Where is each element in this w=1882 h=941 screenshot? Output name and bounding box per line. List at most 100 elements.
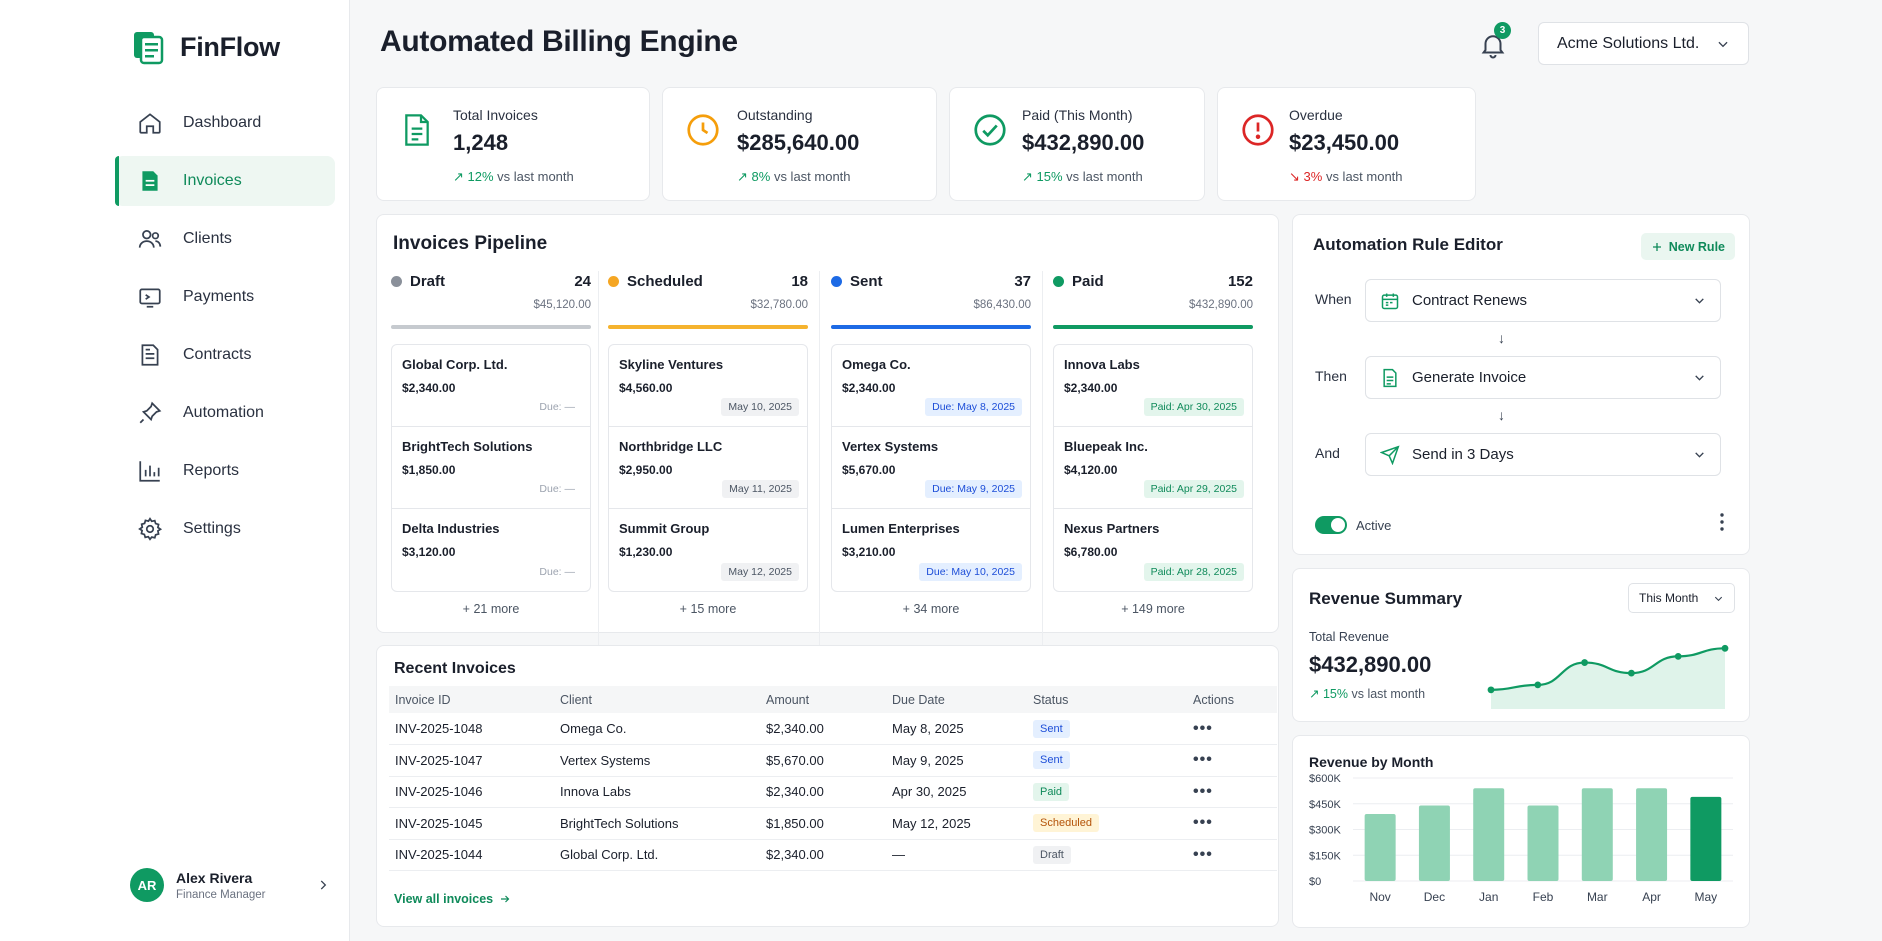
more-actions-icon[interactable]: ••• [1193, 751, 1213, 769]
pipeline-card[interactable]: Nexus Partners $6,780.00 Paid: Apr 28, 2… [1054, 509, 1252, 591]
invoice-id: INV-2025-1047 [389, 744, 554, 777]
kpi-label: Overdue [1289, 107, 1343, 123]
sidebar-item-settings[interactable]: Settings [115, 504, 335, 554]
total-revenue-value: $432,890.00 [1309, 652, 1432, 677]
column-name: Scheduled [627, 272, 703, 290]
then-action-select[interactable]: Generate Invoice [1365, 356, 1721, 399]
chevron-right-icon[interactable] [316, 878, 330, 892]
sidebar-item-label: Contracts [183, 346, 252, 363]
card-client: Nexus Partners [1064, 521, 1160, 536]
table-row[interactable]: INV-2025-1047 Vertex Systems $5,670.00 M… [389, 744, 1277, 777]
bar-may[interactable] [1690, 796, 1722, 881]
trend-up-icon: ↗ [1022, 169, 1037, 184]
sparkline-point [1487, 686, 1495, 694]
pipeline-card[interactable]: Innova Labs $2,340.00 Paid: Apr 30, 2025 [1054, 345, 1252, 427]
alert-circle-icon [1238, 110, 1278, 150]
column-name: Sent [850, 272, 883, 290]
and-action-select[interactable]: Send in 3 Days [1365, 433, 1721, 476]
card-due-badge: Due: — [539, 566, 575, 578]
status-badge: Scheduled [1033, 814, 1099, 833]
status-dot [831, 275, 842, 287]
page-title: Automated Billing Engine [380, 25, 738, 58]
sparkline-point [1721, 644, 1729, 652]
pipeline-card[interactable]: Global Corp. Ltd. $2,340.00 Due: — [392, 345, 590, 427]
pipeline-card[interactable]: Lumen Enterprises $3,210.00 Due: May 10,… [832, 509, 1030, 591]
invoice-client: Innova Labs [554, 776, 760, 808]
pipeline-card[interactable]: BrightTech Solutions $1,850.00 Due: — [392, 427, 590, 509]
table-row[interactable]: INV-2025-1048 Omega Co. $2,340.00 May 8,… [389, 713, 1277, 745]
notification-badge: 3 [1494, 22, 1511, 39]
flow-arrow: ↓ [1498, 330, 1505, 346]
column-header[interactable]: Due Date [886, 686, 1027, 713]
pipeline-card[interactable]: Vertex Systems $5,670.00 Due: May 9, 202… [832, 427, 1030, 509]
table-row[interactable]: INV-2025-1044 Global Corp. Ltd. $2,340.0… [389, 839, 1277, 871]
column-header[interactable]: Client [554, 686, 760, 713]
sidebar-item-payments[interactable]: Payments [115, 272, 335, 322]
status-dot [608, 275, 619, 287]
show-more-link[interactable]: + 149 more [1121, 602, 1185, 616]
bar-nov[interactable] [1364, 814, 1396, 881]
active-toggle[interactable] [1315, 516, 1347, 534]
new-rule-button[interactable]: New Rule [1640, 233, 1735, 260]
more-actions-icon[interactable]: ••• [1193, 719, 1213, 737]
table-row[interactable]: INV-2025-1045 BrightTech Solutions $1,85… [389, 807, 1277, 840]
period-select[interactable]: This Month [1628, 583, 1735, 613]
sidebar-item-invoices[interactable]: Invoices [115, 156, 335, 206]
pipeline-card[interactable]: Omega Co. $2,340.00 Due: May 8, 2025 [832, 345, 1030, 427]
show-more-link[interactable]: + 15 more [679, 602, 737, 616]
card-due-badge: Due: — [539, 401, 575, 413]
card-client: Lumen Enterprises [842, 521, 960, 536]
when-trigger-select[interactable]: Contract Renews [1365, 279, 1721, 322]
pipeline-card[interactable]: Skyline Ventures $4,560.00 May 10, 2025 [609, 345, 807, 427]
table-row[interactable]: INV-2025-1046 Innova Labs $2,340.00 Apr … [389, 776, 1277, 808]
show-more-link[interactable]: + 34 more [902, 602, 960, 616]
bar-mar[interactable] [1581, 788, 1613, 881]
active-label: Active [1356, 518, 1392, 533]
card-due-badge: May 12, 2025 [721, 563, 799, 581]
column-header: Actions [1187, 686, 1277, 713]
column-header[interactable]: Amount [760, 686, 886, 713]
automation-title: Automation Rule Editor [1313, 235, 1503, 254]
status-dot [391, 275, 402, 287]
column-header[interactable]: Status [1027, 686, 1187, 713]
kpi-total-invoices: Total Invoices 1,248 ↗ 12% vs last month [376, 87, 650, 201]
pipeline-card[interactable]: Summit Group $1,230.00 May 12, 2025 [609, 509, 807, 591]
pipeline-column-draft: Draft 24 $45,120.00 Global Corp. Ltd. $2… [391, 271, 591, 616]
brand[interactable]: FinFlow [130, 28, 280, 66]
invoice-status: Paid [1027, 776, 1187, 808]
bar-dec[interactable] [1418, 805, 1450, 881]
column-count: 18 [791, 272, 808, 290]
avatar: AR [130, 868, 164, 902]
more-actions-icon[interactable]: ••• [1193, 814, 1213, 832]
more-vertical-icon[interactable] [1719, 512, 1725, 532]
sidebar-item-automation[interactable]: Automation [115, 388, 335, 438]
column-header[interactable]: Invoice ID [389, 686, 554, 713]
contract-icon [141, 344, 159, 366]
sidebar-item-dashboard[interactable]: Dashboard [115, 98, 335, 148]
card-due-badge: Paid: Apr 28, 2025 [1143, 563, 1244, 581]
organization-select[interactable]: Acme Solutions Ltd. [1538, 22, 1749, 65]
bar-apr[interactable] [1636, 788, 1668, 881]
sidebar-item-contracts[interactable]: Contracts [115, 330, 335, 380]
invoice-id: INV-2025-1046 [389, 776, 554, 808]
show-more-link[interactable]: + 21 more [462, 602, 520, 616]
pipeline-card[interactable]: Delta Industries $3,120.00 Due: — [392, 509, 590, 591]
pipeline-card[interactable]: Northbridge LLC $2,950.00 May 11, 2025 [609, 427, 807, 509]
kpi-overdue: Overdue $23,450.00 ↘ 3% vs last month [1217, 87, 1476, 201]
sparkline-point [1581, 659, 1588, 666]
card-due-badge: Due: — [539, 483, 575, 495]
card-due-badge: May 10, 2025 [721, 398, 799, 416]
bar-jan[interactable] [1473, 788, 1505, 881]
card-client: Northbridge LLC [619, 439, 723, 454]
sidebar-item-clients[interactable]: Clients [115, 214, 335, 264]
sidebar-item-reports[interactable]: Reports [115, 446, 335, 496]
pipeline-card[interactable]: Bluepeak Inc. $4,120.00 Paid: Apr 29, 20… [1054, 427, 1252, 509]
user-profile[interactable]: AR Alex Rivera Finance Manager [130, 868, 330, 902]
organization-name: Acme Solutions Ltd. [1557, 34, 1700, 52]
more-actions-icon[interactable]: ••• [1193, 845, 1213, 863]
bar-feb[interactable] [1527, 805, 1559, 881]
more-actions-icon[interactable]: ••• [1193, 782, 1213, 800]
card-amount: $3,210.00 [842, 545, 896, 559]
view-all-invoices-link[interactable]: View all invoices [394, 892, 511, 906]
sparkline-point [1674, 652, 1682, 660]
